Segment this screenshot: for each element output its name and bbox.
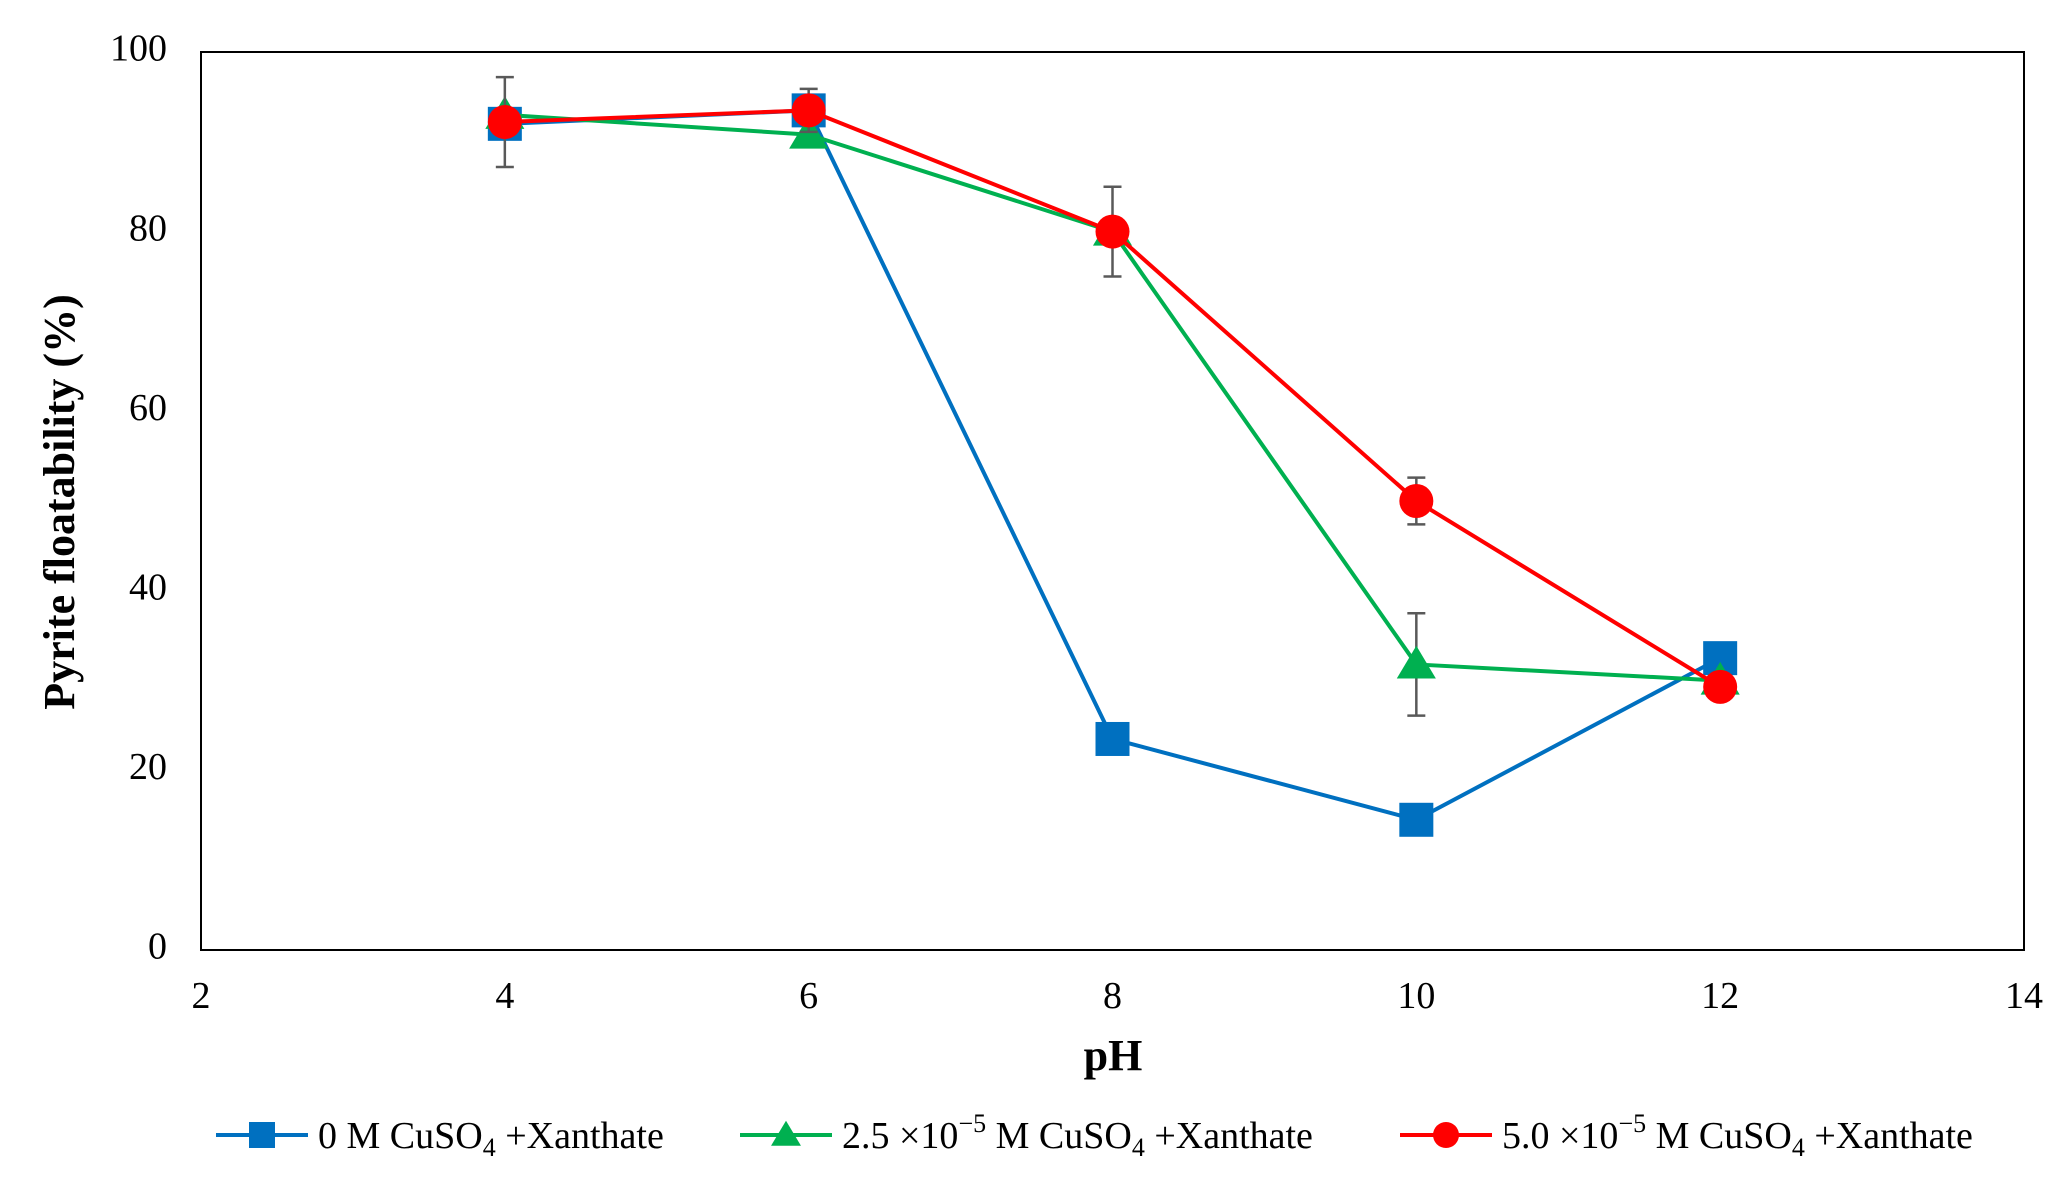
y-tick-label: 100 xyxy=(110,28,167,70)
data-point xyxy=(791,93,826,128)
x-tick-label: 4 xyxy=(495,975,514,1017)
data-point xyxy=(1095,214,1130,249)
data-point xyxy=(1399,802,1434,837)
x-tick-label: 14 xyxy=(2005,975,2043,1017)
data-point xyxy=(487,105,522,140)
y-tick-label: 60 xyxy=(129,387,167,429)
series-3 xyxy=(487,75,1738,704)
series-layer xyxy=(485,75,1740,837)
y-tick-label: 0 xyxy=(148,926,167,968)
legend-label: 2.5 ×10−5 M CuSO4 +Xanthate xyxy=(842,1109,1313,1162)
legend-item-2: 2.5 ×10−5 M CuSO4 +Xanthate xyxy=(740,1109,1313,1162)
x-tick-label: 6 xyxy=(799,975,818,1017)
x-axis-tick-labels: 2 4 6 8 10 12 14 xyxy=(192,975,2044,1017)
x-tick-label: 10 xyxy=(1397,975,1435,1017)
legend: 0 M CuSO4 +Xanthate 2.5 ×10−5 M CuSO4 +Xa… xyxy=(216,1109,1973,1162)
legend-marker xyxy=(771,1120,801,1146)
y-tick-label: 40 xyxy=(129,567,167,609)
x-tick-label: 8 xyxy=(1103,975,1122,1017)
data-point xyxy=(1703,669,1738,704)
legend-label: 0 M CuSO4 +Xanthate xyxy=(318,1115,664,1162)
plot-border xyxy=(200,51,2025,951)
y-tick-label: 20 xyxy=(129,746,167,788)
x-tick-label: 12 xyxy=(1701,975,1739,1017)
data-point xyxy=(1095,721,1130,756)
plot-area xyxy=(200,51,2025,951)
legend-marker xyxy=(249,1122,275,1148)
data-point xyxy=(1399,484,1434,518)
y-axis-title: Pyrite floatability (%) xyxy=(35,294,84,709)
legend-item-1: 0 M CuSO4 +Xanthate xyxy=(216,1115,664,1162)
legend-label: 5.0 ×10−5 M CuSO4 +Xanthate xyxy=(1502,1109,1973,1162)
x-axis-title: pH xyxy=(1084,1031,1143,1080)
legend-item-3: 5.0 ×10−5 M CuSO4 +Xanthate xyxy=(1400,1109,1973,1162)
x-tick-label: 2 xyxy=(192,975,211,1017)
y-tick-label: 80 xyxy=(129,207,167,249)
data-point xyxy=(1396,645,1436,679)
y-axis-tick-labels: 0 20 40 60 80 100 xyxy=(110,28,167,968)
legend-marker xyxy=(1433,1122,1459,1148)
